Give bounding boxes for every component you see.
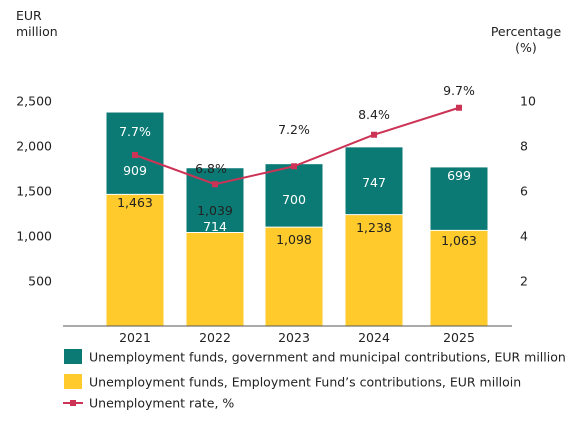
x-category-label: 2022 xyxy=(199,330,231,345)
right-tick-label: 10 xyxy=(520,94,536,109)
bar-value-label-employment-fund: 1,238 xyxy=(356,220,392,235)
bar-value-label-government-municipal: 747 xyxy=(362,175,386,190)
legend-swatch xyxy=(64,374,82,389)
bar-value-label-employment-fund: 1,063 xyxy=(441,233,477,248)
right-tick-label: 8 xyxy=(520,139,528,154)
unemployment-rate-marker xyxy=(132,152,138,158)
right-axis-title-line: Percentage xyxy=(491,24,562,39)
right-tick-label: 2 xyxy=(520,274,528,289)
tick-labels: 500 1,000 1,500 2,000 2,500 2 4 6 8 10 xyxy=(16,94,536,289)
legend-label: Unemployment funds, Employment Fund’s co… xyxy=(89,375,521,390)
right-tick-label: 4 xyxy=(520,229,528,244)
bars xyxy=(106,112,488,326)
legend: Unemployment funds, government and munic… xyxy=(63,349,565,411)
bar-value-label-employment-fund: 1,098 xyxy=(276,232,312,247)
left-tick-label: 1,000 xyxy=(16,229,52,244)
legend-label: Unemployment funds, government and munic… xyxy=(89,350,565,365)
unemployment-rate-marker xyxy=(291,163,297,170)
bar-value-label-employment-fund: 1,039 xyxy=(197,203,233,218)
bar-value-label-employment-fund: 1,463 xyxy=(117,195,153,210)
line-layer: 7.7% 6.8% 7.2% 8.4% 9.7% xyxy=(119,83,475,188)
left-axis-title-line: EUR xyxy=(16,8,42,23)
bar-segment-government-municipal xyxy=(265,164,323,228)
legend-line-marker xyxy=(70,400,76,406)
left-tick-label: 2,000 xyxy=(16,139,52,154)
x-category-label: 2023 xyxy=(278,330,310,345)
unemployment-rate-label: 7.7% xyxy=(119,124,151,139)
x-category-label: 2021 xyxy=(119,330,151,345)
bar-value-label-government-municipal: 909 xyxy=(123,163,147,178)
x-category-label: 2024 xyxy=(358,330,390,345)
bar-segment-employment-fund xyxy=(430,230,488,326)
left-tick-label: 1,500 xyxy=(16,184,52,199)
bar-value-label-government-municipal: 714 xyxy=(203,219,227,234)
unemployment-rate-label: 6.8% xyxy=(195,161,227,176)
left-tick-label: 500 xyxy=(28,274,52,289)
x-labels: 2021 2022 2023 2024 2025 xyxy=(119,330,475,345)
right-axis-title-line: (%) xyxy=(515,40,537,55)
bar-segment-employment-fund xyxy=(265,227,323,326)
unemployment-rate-label: 9.7% xyxy=(443,83,475,98)
x-category-label: 2025 xyxy=(443,330,475,345)
unemployment-rate-label: 8.4% xyxy=(358,107,390,122)
left-tick-label: 2,500 xyxy=(16,94,52,109)
bar-segment-employment-fund xyxy=(186,232,244,326)
bar-value-label-government-municipal: 700 xyxy=(282,192,306,207)
bar-segment-employment-fund xyxy=(345,214,403,326)
bar-segment-government-municipal xyxy=(345,147,403,215)
legend-swatch xyxy=(64,349,82,364)
legend-label: Unemployment rate, % xyxy=(89,396,234,411)
unemployment-rate-marker xyxy=(212,181,218,188)
unemployment-rate-marker xyxy=(371,131,377,138)
bar-labels: 1,463 1,039 1,098 1,238 1,063 909 714 700 747 699 xyxy=(117,163,477,248)
right-tick-label: 6 xyxy=(520,184,528,199)
unemployment-rate-marker xyxy=(456,104,462,111)
bar-segment-government-municipal xyxy=(430,167,488,231)
bar-segment-employment-fund xyxy=(106,194,164,326)
unemployment-rate-label: 7.2% xyxy=(278,122,310,137)
bar-value-label-government-municipal: 699 xyxy=(447,168,471,183)
left-axis-title-line: million xyxy=(16,24,58,39)
